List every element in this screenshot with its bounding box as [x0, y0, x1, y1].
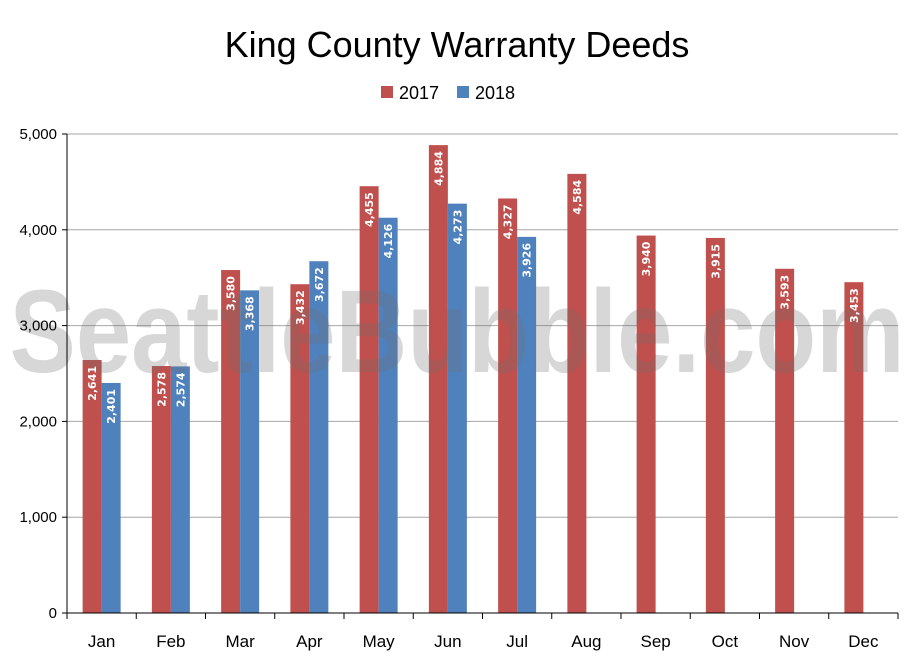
bar-2018-jan — [101, 382, 121, 613]
axes — [62, 133, 899, 619]
x-tick-label: Feb — [156, 632, 185, 651]
bar-2017-feb — [151, 366, 171, 613]
data-label: 2,401 — [105, 389, 118, 424]
bar-2018-jul — [517, 236, 537, 613]
x-tick-label: Oct — [712, 632, 739, 651]
legend-swatch-2018 — [457, 86, 469, 98]
y-tick-label: 5,000 — [19, 126, 57, 143]
bar-2018-mar — [240, 290, 260, 613]
bar-2017-dec — [844, 282, 864, 613]
x-tick-label: Dec — [848, 632, 879, 651]
data-label: 3,432 — [294, 290, 307, 325]
bar-2017-mar — [221, 270, 241, 613]
x-tick-label: Nov — [779, 632, 810, 651]
data-label: 3,580 — [225, 276, 238, 311]
data-label: 2,574 — [174, 372, 187, 407]
gridlines — [67, 133, 898, 518]
x-tick-label: Aug — [571, 632, 601, 651]
data-label: 4,455 — [363, 192, 376, 227]
bar-2018-apr — [309, 261, 329, 613]
data-label: 3,593 — [779, 275, 792, 310]
x-tick-label: May — [363, 632, 396, 651]
data-labels: 2,641 2,401 2,578 2,574 3,580 3,368 3,432 3,672… — [86, 151, 861, 424]
x-tick-label: Jul — [506, 632, 528, 651]
chart-title: King County Warranty Deeds — [225, 24, 690, 65]
data-label: 3,368 — [244, 296, 257, 331]
data-label: 3,672 — [313, 267, 326, 302]
x-tick-label: Sep — [641, 632, 671, 651]
data-label: 4,884 — [432, 151, 445, 186]
legend: 2017 2018 — [381, 83, 515, 103]
x-tick-label: Jun — [434, 632, 461, 651]
data-label: 2,578 — [155, 372, 168, 407]
x-tick-label: Jan — [88, 632, 115, 651]
data-label: 3,915 — [709, 244, 722, 279]
data-label: 4,584 — [571, 180, 584, 215]
bar-2017-apr — [290, 284, 310, 613]
legend-swatch-2017 — [381, 86, 393, 98]
legend-label-2018: 2018 — [475, 83, 515, 103]
y-tick-label: 1,000 — [19, 509, 57, 526]
watermark: SeattleBubble.com — [10, 266, 905, 398]
bar-2017-jan — [82, 359, 102, 613]
bar-2017-jul — [498, 198, 518, 614]
bar-2018-feb — [170, 366, 190, 613]
bar-2017-sep — [636, 235, 656, 613]
x-tick-label: Mar — [225, 632, 255, 651]
bar-2017-aug — [567, 173, 587, 614]
data-label: 4,273 — [451, 210, 464, 245]
y-tick-label: 0 — [49, 605, 57, 622]
y-tick-label: 2,000 — [19, 413, 57, 430]
bar-2017-jun — [428, 145, 448, 613]
bar-2018-may — [378, 217, 398, 614]
bar-2018-jun — [447, 203, 467, 613]
y-axis-labels: 0 1,000 2,000 3,000 4,000 5,000 — [19, 126, 57, 622]
y-tick-label: 3,000 — [19, 318, 57, 335]
bar-2017-oct — [705, 237, 725, 613]
legend-label-2017: 2017 — [399, 83, 439, 103]
x-axis-labels: Jan Feb Mar Apr May Jun Jul Aug Sep Oct Nov Dec — [88, 632, 879, 651]
data-label: 4,126 — [382, 223, 395, 258]
data-label: 2,641 — [86, 366, 99, 401]
x-tick-label: Apr — [296, 632, 323, 651]
data-label: 3,926 — [521, 243, 534, 278]
bar-2017-nov — [775, 268, 795, 613]
data-label: 3,453 — [848, 288, 861, 323]
data-label: 4,327 — [502, 204, 515, 239]
bars — [82, 145, 864, 614]
y-tick-label: 4,000 — [19, 222, 57, 239]
data-label: 3,940 — [640, 241, 653, 276]
bar-2017-may — [359, 186, 379, 613]
